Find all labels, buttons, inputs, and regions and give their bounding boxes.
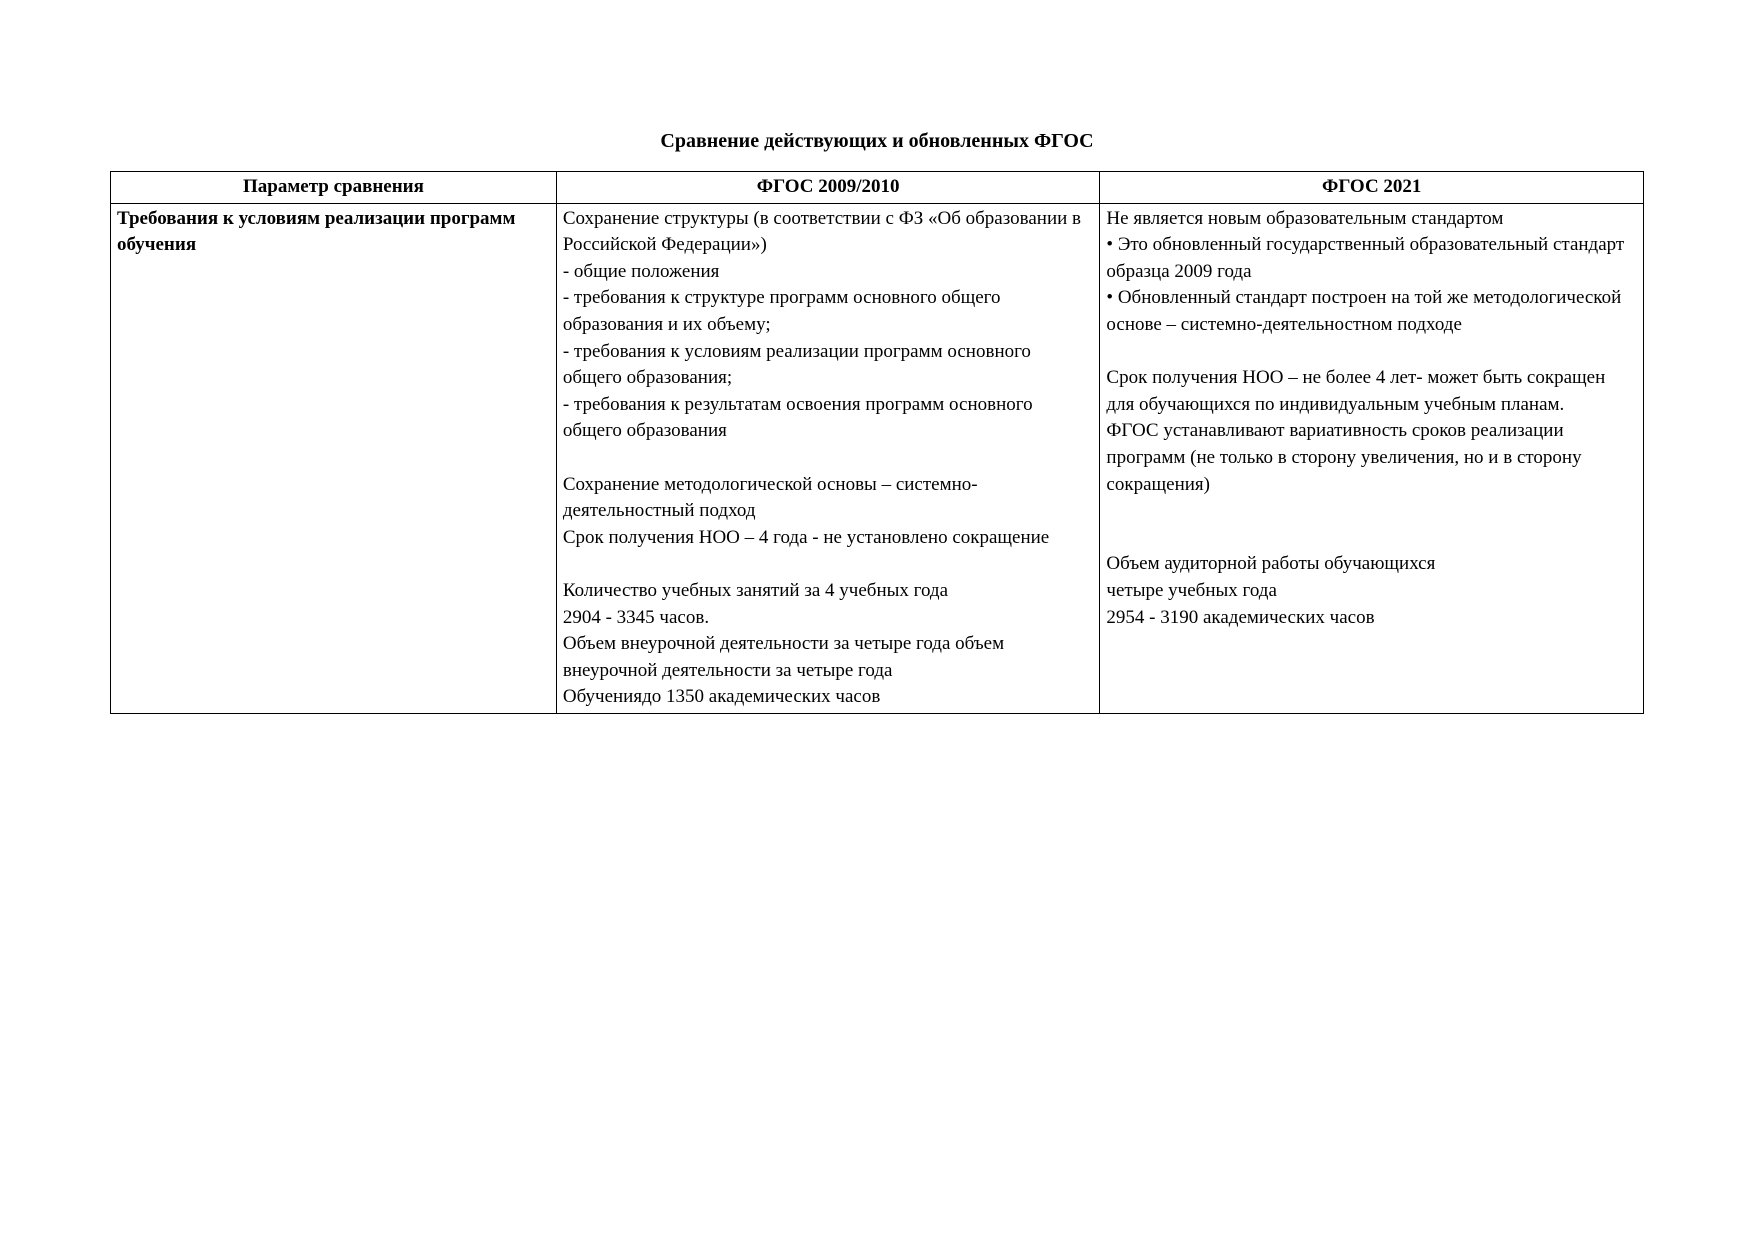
paragraph: Объем аудиторной работы обучающихся <box>1106 551 1637 578</box>
paragraph: • Обновленный стандарт построен на той ж… <box>1106 285 1637 312</box>
table-row: Требования к условиям реализации програм… <box>111 203 1644 713</box>
paragraph: - требования к структуре программ основн… <box>563 285 1094 338</box>
cell-fgos-2009: Сохранение структуры (в соответствии с Ф… <box>556 203 1100 713</box>
paragraph: Количество учебных занятий за 4 учебных … <box>563 578 1094 605</box>
paragraph: Сохранение структуры (в соответствии с Ф… <box>563 206 1094 259</box>
paragraph: основе – системно-деятельностном подходе <box>1106 312 1637 339</box>
paragraph: Обучениядо 1350 академических часов <box>563 684 1094 711</box>
column-header-param: Параметр сравнения <box>111 172 557 204</box>
page-title: Сравнение действующих и обновленных ФГОС <box>110 130 1644 153</box>
paragraph: Срок получения НОО – 4 года - не установ… <box>563 525 1094 552</box>
blank-line <box>1106 339 1637 366</box>
blank-line <box>1106 525 1637 552</box>
blank-line <box>1106 498 1637 525</box>
cell-fgos-2021: Не является новым образовательным станда… <box>1100 203 1644 713</box>
column-header-2009: ФГОС 2009/2010 <box>556 172 1100 204</box>
paragraph: - требования к результатам освоения прог… <box>563 392 1094 445</box>
paragraph: 2954 - 3190 академических часов <box>1106 605 1637 632</box>
comparison-table: Параметр сравнения ФГОС 2009/2010 ФГОС 2… <box>110 171 1644 714</box>
paragraph: - общие положения <box>563 259 1094 286</box>
paragraph: четыре учебных года <box>1106 578 1637 605</box>
column-header-2021: ФГОС 2021 <box>1100 172 1644 204</box>
blank-line <box>563 445 1094 472</box>
paragraph: ФГОС устанавливают вариативность сроков … <box>1106 418 1637 498</box>
blank-line <box>563 551 1094 578</box>
paragraph: Не является новым образовательным станда… <box>1106 206 1637 233</box>
cell-param: Требования к условиям реализации програм… <box>111 203 557 713</box>
paragraph: Объем внеурочной деятельности за четыре … <box>563 631 1094 684</box>
paragraph: Сохранение методологической основы – сис… <box>563 472 1094 525</box>
paragraph: - требования к условиям реализации прогр… <box>563 339 1094 392</box>
paragraph: образца 2009 года <box>1106 259 1637 286</box>
paragraph: • Это обновленный государственный образо… <box>1106 232 1637 259</box>
paragraph: 2904 - 3345 часов. <box>563 605 1094 632</box>
paragraph: Срок получения НОО – не более 4 лет- мож… <box>1106 365 1637 418</box>
